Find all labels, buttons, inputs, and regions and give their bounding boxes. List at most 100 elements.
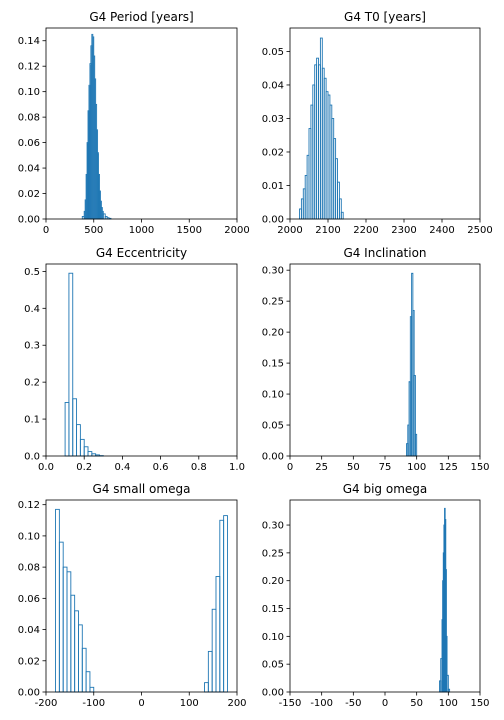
axes-frame — [289, 499, 481, 693]
x-tick-label: 2500 — [467, 225, 492, 236]
x-tick-label: 2000 — [277, 225, 302, 236]
x-tick-label: 2400 — [429, 225, 454, 236]
x-tick-label: 0.6 — [153, 462, 169, 473]
x-tick-label: 2300 — [391, 225, 416, 236]
y-tick-label: 0.30 — [262, 521, 284, 532]
axes-frame — [45, 263, 238, 457]
x-tick-label: 100 — [407, 462, 426, 473]
y-tick-label: 0.15 — [262, 604, 284, 615]
y-tick-label: 0.10 — [18, 531, 40, 542]
histogram-bin — [76, 424, 81, 457]
x-tick-label: 0 — [138, 698, 144, 709]
y-tick-label: 0.08 — [18, 563, 40, 574]
y-tick-label: 0.12 — [18, 500, 40, 511]
y-tick-label: 0.06 — [18, 138, 40, 149]
y-tick-label: 0.5 — [24, 267, 40, 278]
chart-panel-3: 0.0 0.2 0.4 0.6 0.8 1.0 0.0 0.1 0.2 0.3 0.4 0.5 G4 E… — [24, 246, 245, 473]
axes-frame — [45, 27, 238, 220]
histogram-bin — [340, 211, 344, 220]
axes-frame — [289, 27, 481, 220]
x-tick-label: 75 — [379, 462, 392, 473]
x-tick-label: 2100 — [315, 225, 340, 236]
histogram-bin — [74, 610, 79, 693]
x-tick-label: 1500 — [177, 225, 202, 236]
y-tick-label: 0.4 — [24, 304, 40, 315]
chart-panel-5: -200 -100 0 100 200 0.00 0.02 0.04 0.06 0.08 0.10 0… — [18, 482, 247, 709]
x-tick-label: 1.0 — [229, 462, 245, 473]
x-tick-label: -50 — [345, 698, 361, 709]
x-tick-label: 50 — [410, 698, 423, 709]
x-tick-label: -100 — [310, 698, 333, 709]
histogram-bars — [64, 272, 104, 457]
y-tick-label: 0.00 — [262, 215, 284, 226]
chart-panel-6: -150 -100 -50 0 50 100 150 0.00 0.05 0.10 0.15 0.20… — [262, 482, 490, 709]
x-tick-label: 50 — [347, 462, 360, 473]
chart-title: G4 T0 [years] — [344, 10, 426, 24]
histogram-bin — [414, 433, 418, 457]
y-tick-label: 0.25 — [262, 548, 284, 559]
y-tick-label: 0.10 — [262, 390, 284, 401]
histogram-bin — [89, 686, 95, 693]
y-tick-label: 0.05 — [262, 421, 284, 432]
y-tick-label: 0.00 — [262, 452, 284, 463]
chart-panel-1: 0 500 1000 1500 2000 0.00 0.02 0.04 0.06 0.08 0.10… — [18, 10, 250, 236]
y-tick-label: 0.02 — [18, 656, 40, 667]
x-tick-label: 25 — [315, 462, 328, 473]
histogram-bars — [299, 37, 344, 220]
y-tick-label: 0.04 — [18, 164, 40, 175]
histogram-bin — [219, 519, 225, 693]
histogram-bin — [207, 650, 213, 693]
y-tick-label: 0.00 — [18, 215, 40, 226]
x-tick-label: 2000 — [224, 225, 249, 236]
y-tick-label: 0.30 — [262, 266, 284, 277]
histogram-bin — [66, 571, 72, 693]
y-tick-label: 0.00 — [18, 688, 40, 699]
chart-title: G4 big omega — [343, 482, 428, 496]
chart-title: G4 small omega — [93, 482, 191, 496]
chart-title: G4 Inclination — [343, 246, 426, 260]
chart-panel-2: 2000 2100 2200 2300 2400 2500 0.00 0.01 0.02 0.03… — [262, 10, 493, 236]
histogram-bars — [81, 33, 112, 220]
chart-title: G4 Period [years] — [89, 10, 193, 24]
x-tick-label: 0 — [287, 462, 293, 473]
y-tick-label: 0.02 — [18, 189, 40, 200]
y-tick-label: 0.04 — [18, 625, 40, 636]
y-tick-label: 0.05 — [262, 47, 284, 58]
histogram-bin — [204, 682, 209, 693]
histogram-bars — [439, 507, 451, 693]
y-tick-label: 0.20 — [262, 576, 284, 587]
x-tick-label: 0.0 — [38, 462, 54, 473]
histogram-bars — [55, 508, 228, 693]
y-tick-label: 0.05 — [262, 660, 284, 671]
y-tick-label: 0.06 — [18, 594, 40, 605]
histogram-bin — [64, 402, 70, 457]
x-tick-label: 0.4 — [114, 462, 130, 473]
y-tick-label: 0.0 — [24, 452, 40, 463]
histogram-bin — [58, 541, 64, 693]
histogram-bin — [447, 688, 451, 693]
x-tick-label: -100 — [82, 698, 105, 709]
x-tick-label: -150 — [279, 698, 302, 709]
chart-panel-4: 0 25 50 75 100 125 150 0.00 0.05 0.10 0.15 0.20 0.25… — [262, 246, 490, 473]
histogram-bin — [211, 608, 217, 693]
y-tick-label: 0.12 — [18, 62, 40, 73]
y-tick-label: 0.00 — [262, 688, 284, 699]
y-tick-label: 0.10 — [18, 87, 40, 98]
x-tick-label: 0.8 — [191, 462, 207, 473]
histogram-bin — [85, 671, 91, 693]
y-tick-label: 0.14 — [18, 36, 40, 47]
x-tick-label: 2200 — [353, 225, 378, 236]
x-tick-label: -200 — [35, 698, 58, 709]
histogram-bin — [70, 594, 76, 693]
x-tick-label: 500 — [84, 225, 103, 236]
y-tick-label: 0.3 — [24, 341, 40, 352]
x-tick-label: 0.2 — [76, 462, 92, 473]
histogram-bin — [83, 446, 89, 457]
y-tick-label: 0.01 — [262, 181, 284, 192]
axes-frame — [289, 263, 481, 457]
x-tick-label: 200 — [227, 698, 246, 709]
histogram-bin — [68, 272, 74, 457]
y-tick-label: 0.08 — [18, 113, 40, 124]
histogram-bin — [87, 451, 93, 457]
